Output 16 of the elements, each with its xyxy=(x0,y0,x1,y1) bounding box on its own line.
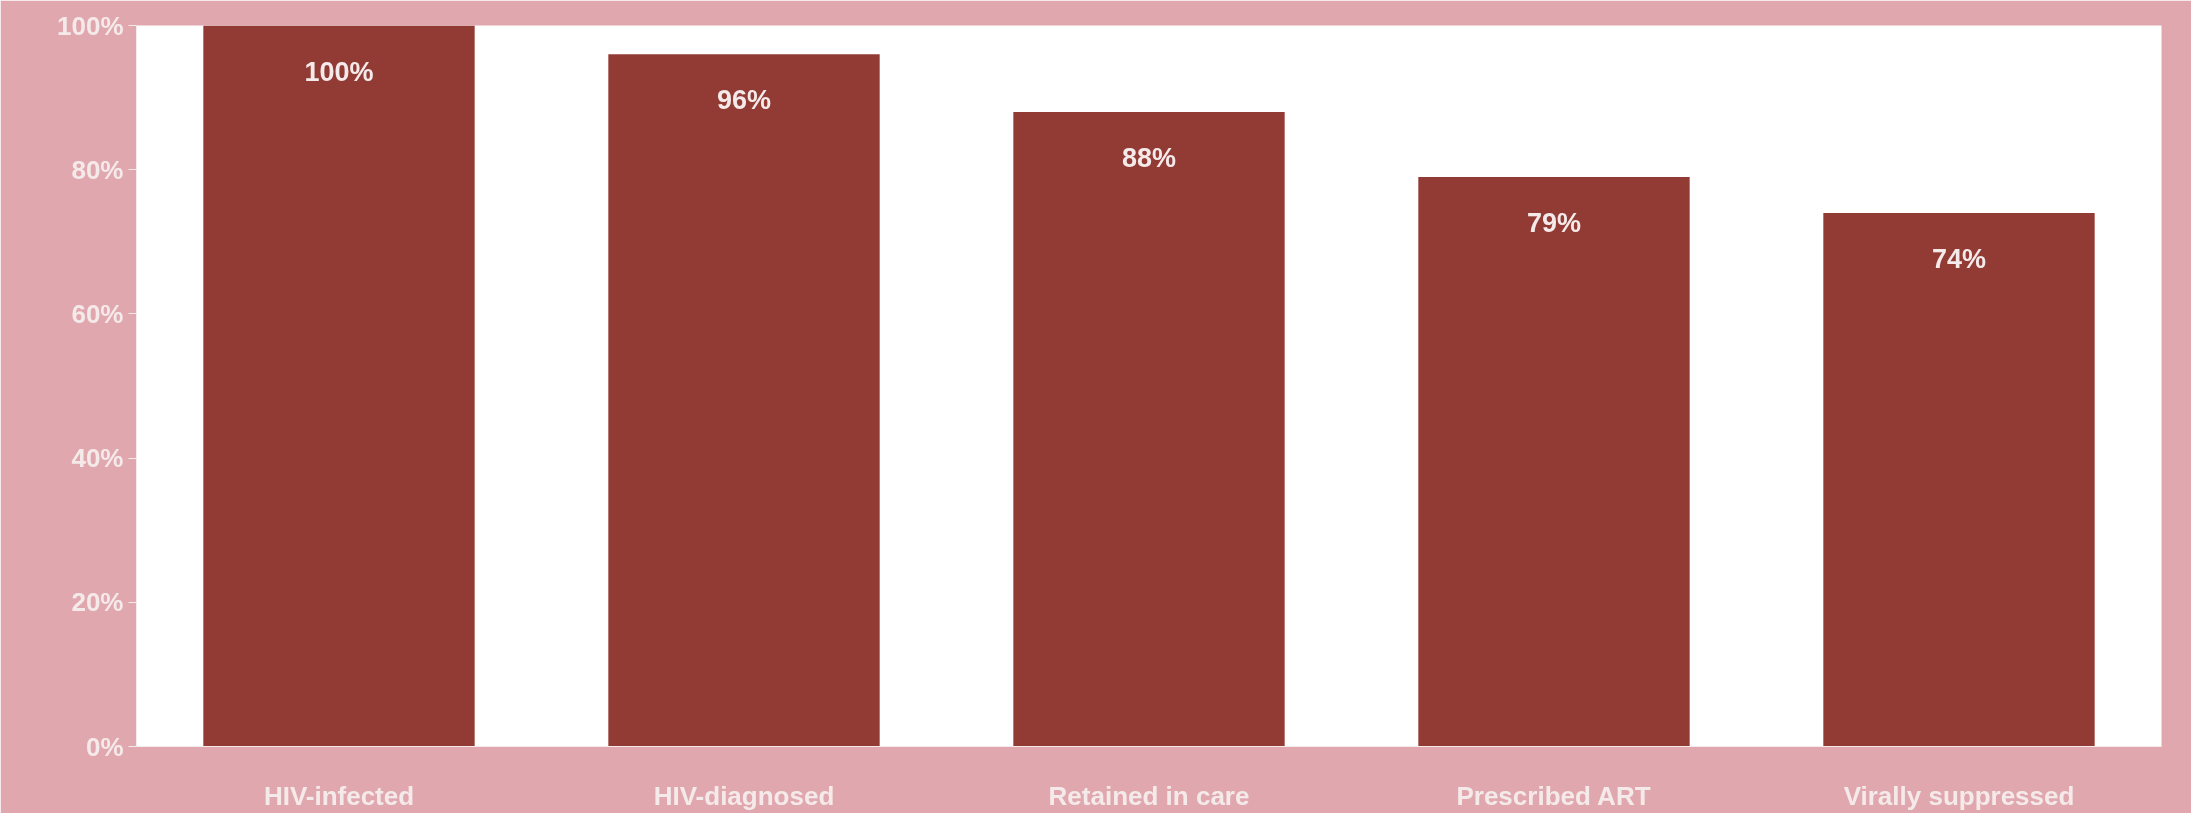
y-tick-label: 80% xyxy=(71,154,124,185)
data-label: 74% xyxy=(1931,243,1987,274)
x-tick-label: Prescribed ART xyxy=(1456,780,1651,811)
data-label: 88% xyxy=(1121,143,1177,174)
y-tick-label: 40% xyxy=(71,443,124,474)
x-tick-label: HIV-diagnosed xyxy=(653,780,835,811)
x-tick-label: HIV-infected xyxy=(263,780,415,811)
data-label: 100% xyxy=(304,56,374,87)
x-tick-label: Retained in care xyxy=(1048,780,1250,811)
y-tick-label: 20% xyxy=(71,587,124,618)
y-tick-label: 0% xyxy=(85,731,124,762)
y-tick-label: 60% xyxy=(71,298,124,329)
y-tick-label: 100% xyxy=(57,10,124,41)
data-label: 96% xyxy=(716,85,772,116)
data-label: 79% xyxy=(1526,207,1582,238)
x-tick-label: Virally suppressed xyxy=(1843,780,2075,811)
